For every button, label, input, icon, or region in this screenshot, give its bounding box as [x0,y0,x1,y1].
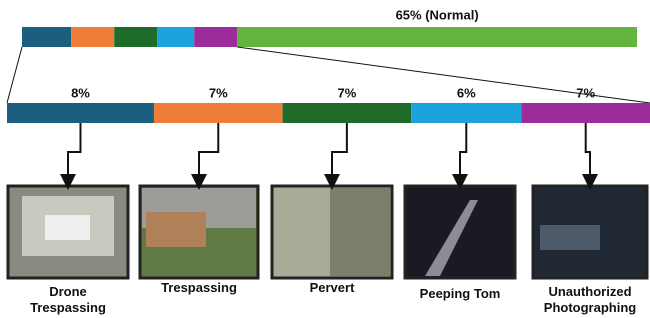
segment [521,103,650,123]
value-label: 65% (Normal) [396,7,479,22]
value-label: 6% [457,85,476,100]
segment [71,27,114,47]
photo-detail [45,215,90,240]
photo-detail [146,212,206,247]
segment [194,27,237,47]
caption: Peeping Tom [395,286,525,302]
segment [22,27,71,47]
segment [114,27,157,47]
caption: Unauthorized Photographing [535,284,645,316]
caption: Trespassing [134,280,264,296]
segment [237,27,637,47]
photos [8,186,647,278]
value-label: 7% [209,85,228,100]
segment [154,103,283,123]
value-label: 8% [71,85,90,100]
diagram: 65% (Normal) 8% 7% 7% 6% 7% [0,0,650,318]
figure: 65% (Normal) 8% 7% 7% 6% 7% Drone Trespassing… [0,0,650,318]
segment [283,103,412,123]
zoom-line [7,47,22,103]
arrow [199,123,218,182]
arrow [460,123,466,182]
value-label: 7% [576,85,595,100]
caption: Drone Trespassing [23,284,113,316]
segment [157,27,194,47]
segment [411,103,521,123]
photo-detail [330,188,390,276]
photo-detail [540,225,600,250]
arrow [586,123,590,182]
arrow [68,123,80,182]
segment [7,103,154,123]
value-label: 7% [337,85,356,100]
arrow [332,123,347,182]
caption: Pervert [267,280,397,296]
